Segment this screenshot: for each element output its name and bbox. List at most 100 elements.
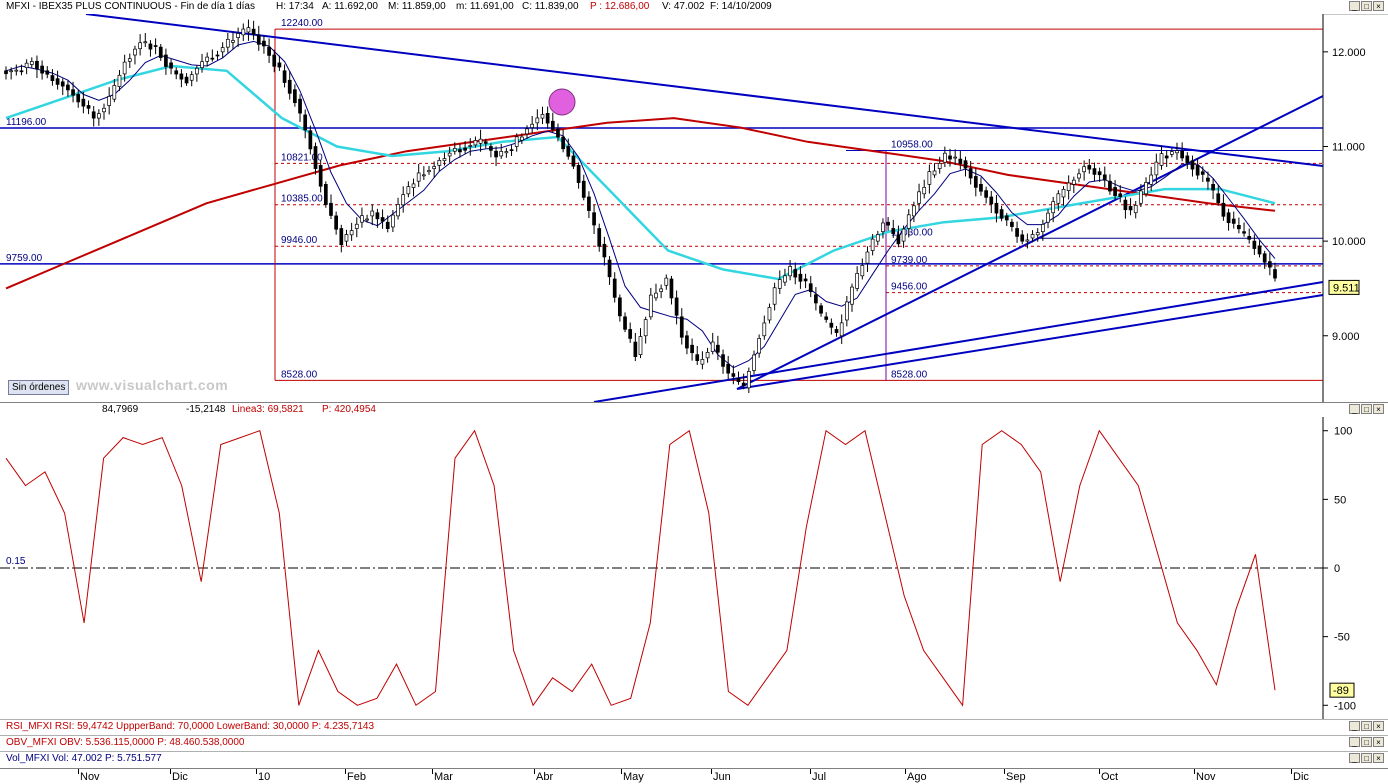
maximize-icon[interactable]: □ <box>1361 737 1372 747</box>
candle-body <box>844 301 849 321</box>
x-tick-label: Ago <box>907 771 927 783</box>
candle-body <box>674 297 679 316</box>
minimize-icon[interactable]: _ <box>1349 1 1360 11</box>
candle-body <box>220 47 225 53</box>
x-tick <box>1099 769 1100 774</box>
candle-body <box>906 214 911 229</box>
candle-body <box>860 265 865 277</box>
candle-body <box>499 151 504 157</box>
obv-strip: OBV_MFXI OBV: 5.536.115,0000 P: 48.460.5… <box>0 735 1388 750</box>
indicator-linea3: Linea3: 69,5821 <box>232 404 304 415</box>
minimize-icon[interactable]: _ <box>1349 404 1360 414</box>
candle-body <box>793 269 798 278</box>
minimize-icon[interactable]: _ <box>1349 753 1360 763</box>
candle-body <box>1180 150 1184 159</box>
candle-body <box>416 172 421 182</box>
candle-body <box>757 338 761 354</box>
candle-body <box>556 128 560 138</box>
candle-body <box>287 79 292 94</box>
candle-body <box>1206 177 1210 182</box>
maximize-icon[interactable]: □ <box>1361 753 1372 763</box>
no-orders-button[interactable]: Sin órdenes <box>8 380 70 395</box>
indicator-p: P: 420,4954 <box>322 404 376 415</box>
level-label: 9946.00 <box>281 235 318 246</box>
y-tick-label: 12.000 <box>1332 47 1366 59</box>
candle-body <box>1108 180 1112 192</box>
candle-body <box>458 149 462 153</box>
high-label: M: 11.859,00 <box>388 1 446 12</box>
candle-body <box>1185 155 1190 164</box>
close-icon[interactable]: × <box>1373 404 1384 414</box>
candle-body <box>1159 153 1164 166</box>
candle-body <box>943 152 947 163</box>
level-label: 10821.00 <box>281 152 323 163</box>
candle-body <box>865 251 870 264</box>
candle-body <box>370 210 375 217</box>
candle-body <box>1226 212 1231 224</box>
x-tick-label: Sep <box>1006 771 1026 783</box>
candle-body <box>989 196 994 205</box>
candle-body <box>1010 221 1014 227</box>
candle-body <box>1262 253 1267 263</box>
maximize-icon[interactable]: □ <box>1361 721 1372 731</box>
ind-y-tick-label: 0 <box>1334 563 1340 575</box>
x-tick <box>621 769 622 774</box>
candle-body <box>375 212 380 220</box>
close-icon[interactable]: × <box>1373 737 1384 747</box>
candle-body <box>597 228 602 247</box>
candle-body <box>1128 206 1133 211</box>
candle-body <box>788 266 792 277</box>
x-tick-label: Dic <box>1293 771 1309 783</box>
minimize-icon[interactable]: _ <box>1349 737 1360 747</box>
indicator-title-bar: 84,7969 -15,2148 Linea3: 69,5821 P: 420,… <box>0 403 1388 417</box>
candle-body <box>86 105 91 109</box>
candle-body <box>881 222 885 233</box>
last-price-box <box>1328 279 1360 295</box>
ma-navy-line <box>5 40 1276 369</box>
close-icon[interactable]: × <box>1373 753 1384 763</box>
candle-body <box>1237 224 1241 230</box>
candle-body <box>581 180 586 198</box>
candle-body <box>824 316 829 320</box>
x-tick-label: Abr <box>536 771 554 783</box>
candle-body <box>133 48 137 56</box>
candle-body <box>814 294 818 304</box>
candle-body <box>612 278 617 298</box>
candle-body <box>535 117 540 124</box>
candle-body <box>762 322 767 337</box>
candle-body <box>669 278 674 299</box>
candle-body <box>1139 190 1143 204</box>
maximize-icon[interactable]: □ <box>1361 1 1372 11</box>
minimize-icon[interactable]: _ <box>1349 721 1360 731</box>
candle-body <box>447 152 452 157</box>
candle-body <box>1154 161 1159 176</box>
candle-body <box>912 205 916 217</box>
indicator-pane: 84,7969 -15,2148 Linea3: 69,5821 P: 420,… <box>0 402 1388 719</box>
candle-body <box>540 114 545 119</box>
candle-body <box>514 136 519 147</box>
candle-body <box>1169 151 1174 155</box>
candle-body <box>710 341 715 352</box>
candle-body <box>225 38 230 48</box>
candle-body <box>236 33 240 39</box>
close-icon[interactable]: × <box>1373 1 1384 11</box>
candle-body <box>695 354 700 361</box>
candle-body <box>282 70 287 83</box>
candle-body <box>587 196 591 211</box>
candle-body <box>29 61 34 65</box>
candle-body <box>401 194 406 206</box>
trend-line <box>736 294 1324 390</box>
highlight-circle <box>548 88 576 116</box>
volume-label: V: 47.002 <box>662 1 705 12</box>
maximize-icon[interactable]: □ <box>1361 404 1372 414</box>
candle-body <box>1273 269 1277 279</box>
candle-body <box>618 297 622 317</box>
candle-body <box>293 89 297 104</box>
x-tick <box>905 769 906 774</box>
candle-body <box>746 371 751 389</box>
close-icon[interactable]: × <box>1373 721 1384 731</box>
ind-y-tick-label: 100 <box>1334 426 1352 438</box>
candle-body <box>360 215 364 223</box>
candle-body <box>1144 182 1148 195</box>
candle-body <box>752 354 756 371</box>
